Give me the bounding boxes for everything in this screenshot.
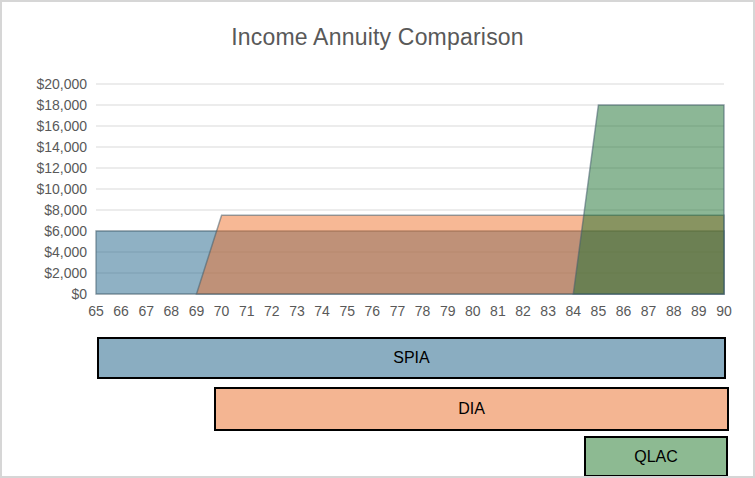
x-tick-label: 74 [309,303,335,319]
y-tick-label: $0 [7,286,87,302]
timeline-bar-label: QLAC [634,448,678,466]
x-tick-label: 66 [108,303,134,319]
x-tick-label: 87 [636,303,662,319]
area-qlac [573,105,724,294]
timeline-bar-spia: SPIA [97,337,726,379]
x-tick-label: 67 [133,303,159,319]
y-tick-label: $12,000 [7,160,87,176]
y-tick-label: $2,000 [7,265,87,281]
chart-canvas: Income Annuity Comparison $20,000$18,000… [0,0,755,478]
x-tick-label: 85 [585,303,611,319]
x-tick-label: 84 [560,303,586,319]
x-tick-label: 90 [711,303,737,319]
x-tick-label: 73 [284,303,310,319]
x-tick-label: 79 [435,303,461,319]
y-tick-label: $6,000 [7,223,87,239]
x-tick-label: 83 [535,303,561,319]
y-tick-label: $16,000 [7,118,87,134]
x-tick-label: 65 [83,303,109,319]
x-tick-label: 86 [611,303,637,319]
y-tick-label: $14,000 [7,139,87,155]
x-tick-label: 82 [510,303,536,319]
timeline-bar-label: SPIA [393,349,429,367]
x-tick-label: 76 [359,303,385,319]
x-tick-label: 72 [259,303,285,319]
x-tick-label: 68 [158,303,184,319]
y-tick-label: $10,000 [7,181,87,197]
timeline-bar-qlac: QLAC [584,436,728,477]
y-tick-label: $8,000 [7,202,87,218]
x-tick-label: 89 [686,303,712,319]
y-tick-label: $4,000 [7,244,87,260]
y-tick-label: $20,000 [7,76,87,92]
timeline-bar-dia: DIA [214,387,729,431]
x-tick-label: 75 [334,303,360,319]
x-tick-label: 69 [183,303,209,319]
x-tick-label: 80 [460,303,486,319]
x-tick-label: 81 [485,303,511,319]
x-tick-label: 70 [209,303,235,319]
x-tick-label: 71 [234,303,260,319]
x-tick-label: 77 [384,303,410,319]
timeline-bar-label: DIA [458,400,485,418]
y-tick-label: $18,000 [7,97,87,113]
x-tick-label: 88 [661,303,687,319]
x-tick-label: 78 [410,303,436,319]
